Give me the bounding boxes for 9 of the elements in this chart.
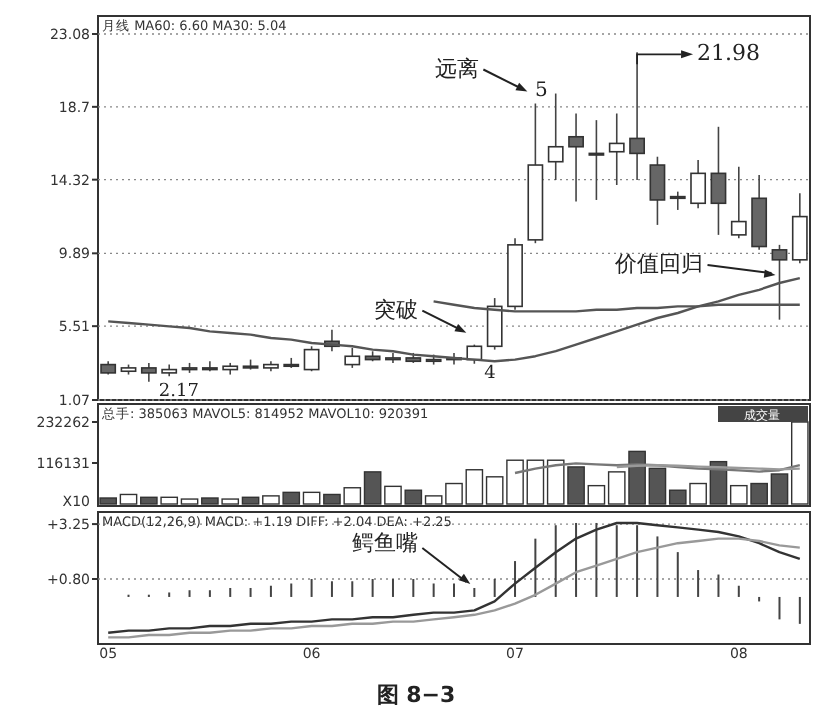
annotation: 4 [484, 363, 497, 384]
annotation: 远离 [435, 55, 480, 82]
annotation: 2.17 [158, 381, 200, 402]
annotation: 鳄鱼嘴 [352, 530, 419, 556]
caption: 图 8−3 [376, 682, 456, 708]
annotation: 21.98 [697, 40, 761, 67]
annotation: 价值回归 [613, 251, 704, 278]
annotation: 突破 [374, 296, 419, 323]
annotation: 5 [535, 79, 548, 102]
